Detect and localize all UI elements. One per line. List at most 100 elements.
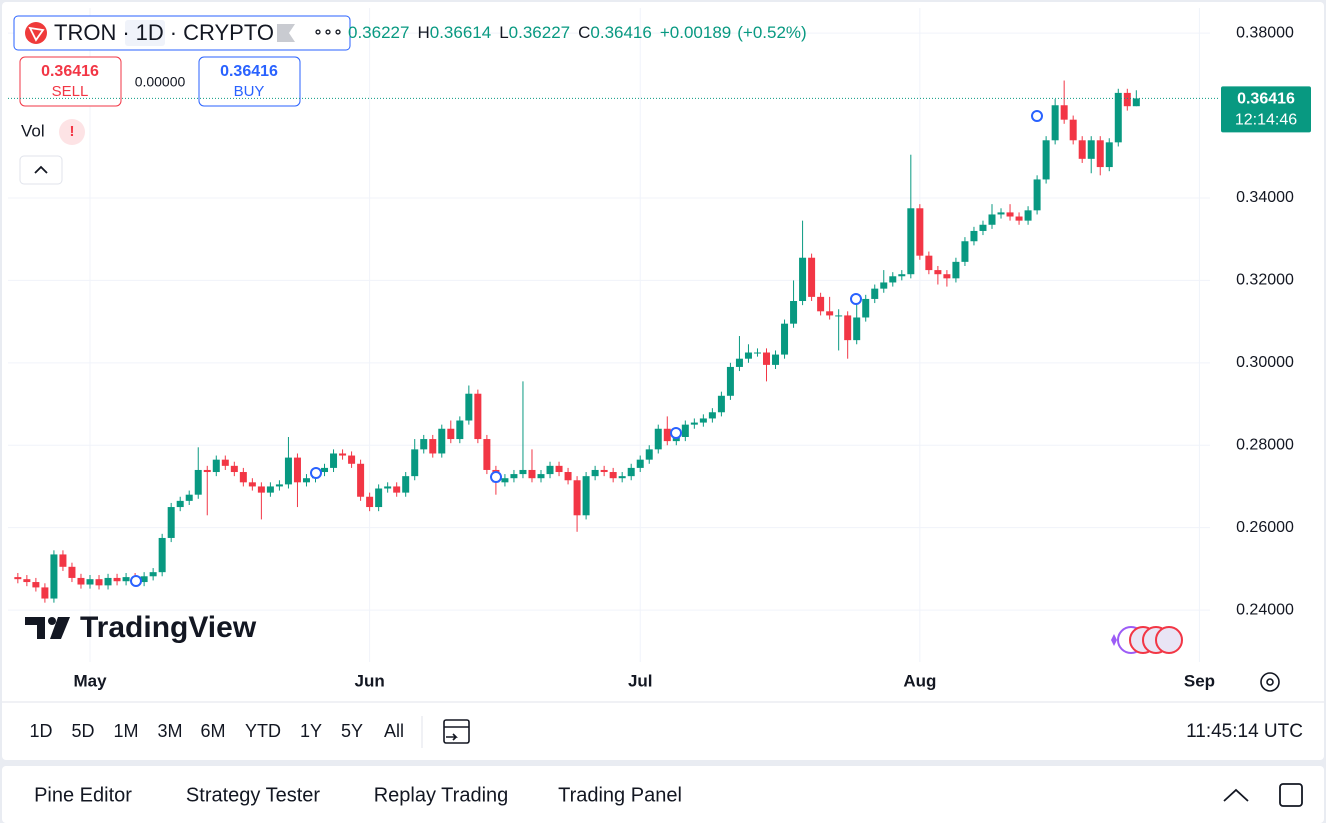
settings-button[interactable] [1260, 672, 1280, 692]
event-marker[interactable] [670, 427, 682, 439]
alert-badge[interactable] [59, 119, 85, 145]
tab[interactable]: Replay Trading [374, 784, 509, 806]
range-button[interactable]: 3M [157, 721, 182, 741]
range-button[interactable]: 5Y [341, 721, 363, 741]
candle-body [1087, 140, 1095, 159]
tab[interactable]: Strategy Tester [186, 784, 320, 806]
symbol-box[interactable] [13, 15, 351, 51]
range-button[interactable]: 1D [29, 721, 52, 741]
flag-icons [1111, 626, 1183, 654]
candle-body [203, 469, 211, 473]
candle-body [772, 354, 780, 365]
candle-body [546, 465, 554, 475]
candle-body [988, 214, 996, 225]
candle-body [23, 579, 31, 583]
candle-body [582, 476, 590, 516]
candle-body [790, 301, 798, 324]
candle-body [266, 486, 274, 493]
range-button[interactable]: YTD [245, 721, 281, 741]
candle-body [970, 230, 978, 242]
candle-body [1132, 98, 1140, 107]
collapse-button[interactable] [19, 155, 63, 185]
flag-icon[interactable] [277, 24, 295, 42]
candle-body [257, 486, 265, 493]
candle-body [194, 469, 202, 495]
collapse-panel-button[interactable] [1223, 788, 1249, 802]
event-marker[interactable] [490, 471, 502, 483]
maximize-panel-button[interactable] [1279, 783, 1303, 807]
candle-body [699, 418, 707, 423]
chevron-icon [34, 165, 48, 174]
spread: 0.00000 [135, 74, 186, 90]
exchange: CRYPTO [183, 20, 274, 45]
candle-body [528, 469, 536, 479]
candle-body [735, 358, 743, 367]
event-markers [130, 110, 1043, 587]
candle-body [1096, 140, 1104, 168]
more-button[interactable]: ∘∘∘ [313, 24, 343, 41]
candle-body [835, 315, 843, 317]
event-marker[interactable] [130, 575, 142, 587]
candle-body [880, 282, 888, 289]
price-badge [1221, 86, 1311, 133]
candle-body [284, 457, 292, 485]
candles [14, 80, 1140, 603]
tab[interactable]: Pine Editor [34, 784, 132, 806]
candle-body [384, 486, 392, 489]
candle-body [654, 428, 662, 450]
interval[interactable]: 1D [136, 20, 164, 45]
event-marker[interactable] [1031, 110, 1043, 122]
symbol-name: TRON [54, 20, 116, 45]
symbol-title: TRON · 1D · CRYPTO [54, 20, 274, 45]
candle-body [573, 480, 581, 516]
candle-body [429, 439, 437, 454]
candle-body [817, 296, 825, 312]
range-button[interactable]: 6M [200, 721, 225, 741]
range-button[interactable]: 1M [113, 721, 138, 741]
event-marker[interactable] [310, 467, 322, 479]
candle-body [1033, 179, 1041, 211]
candle-body [1006, 212, 1014, 217]
candle-body [1114, 92, 1122, 143]
candle-body [59, 554, 67, 567]
sell-button[interactable] [19, 56, 122, 107]
grid-layer [8, 8, 1210, 662]
candle-body [889, 276, 897, 283]
candle-body [1042, 140, 1050, 180]
candle-body [239, 472, 247, 483]
candle-body [149, 572, 157, 577]
candle-body [68, 566, 76, 578]
candle-body [375, 488, 383, 508]
date-range-button[interactable] [443, 719, 470, 744]
ohlc-label: L [499, 23, 508, 42]
candle-body [248, 482, 256, 487]
candle-body [763, 352, 770, 365]
tab[interactable]: Trading Panel [558, 784, 682, 806]
candle-body [41, 587, 49, 599]
candle-body [609, 472, 617, 479]
range-button[interactable]: All [384, 721, 404, 741]
chart-panel [2, 2, 1324, 760]
indicator-name[interactable]: Vol [21, 121, 45, 140]
candle-body [14, 577, 22, 580]
candle-body [293, 457, 301, 483]
event-marker[interactable] [850, 293, 862, 305]
candle-body [95, 579, 103, 586]
candle-body [212, 459, 220, 473]
candle-body [1078, 140, 1086, 159]
candle-body [753, 352, 761, 354]
change: +0.00189 [660, 23, 731, 42]
range-bar: 1D 5D 1M 3M 6M YTD 1Y 5Y All [29, 721, 404, 741]
candle-body [1060, 105, 1068, 120]
buy-button[interactable] [198, 56, 301, 107]
candle-body [32, 582, 40, 588]
candle-body [826, 311, 834, 316]
candle-body [302, 478, 310, 483]
candle-body [916, 208, 924, 256]
range-button[interactable]: 1Y [300, 721, 322, 741]
range-button[interactable]: 5D [71, 721, 94, 741]
candle-body [366, 496, 374, 508]
x-tick-label: Aug [903, 671, 936, 690]
